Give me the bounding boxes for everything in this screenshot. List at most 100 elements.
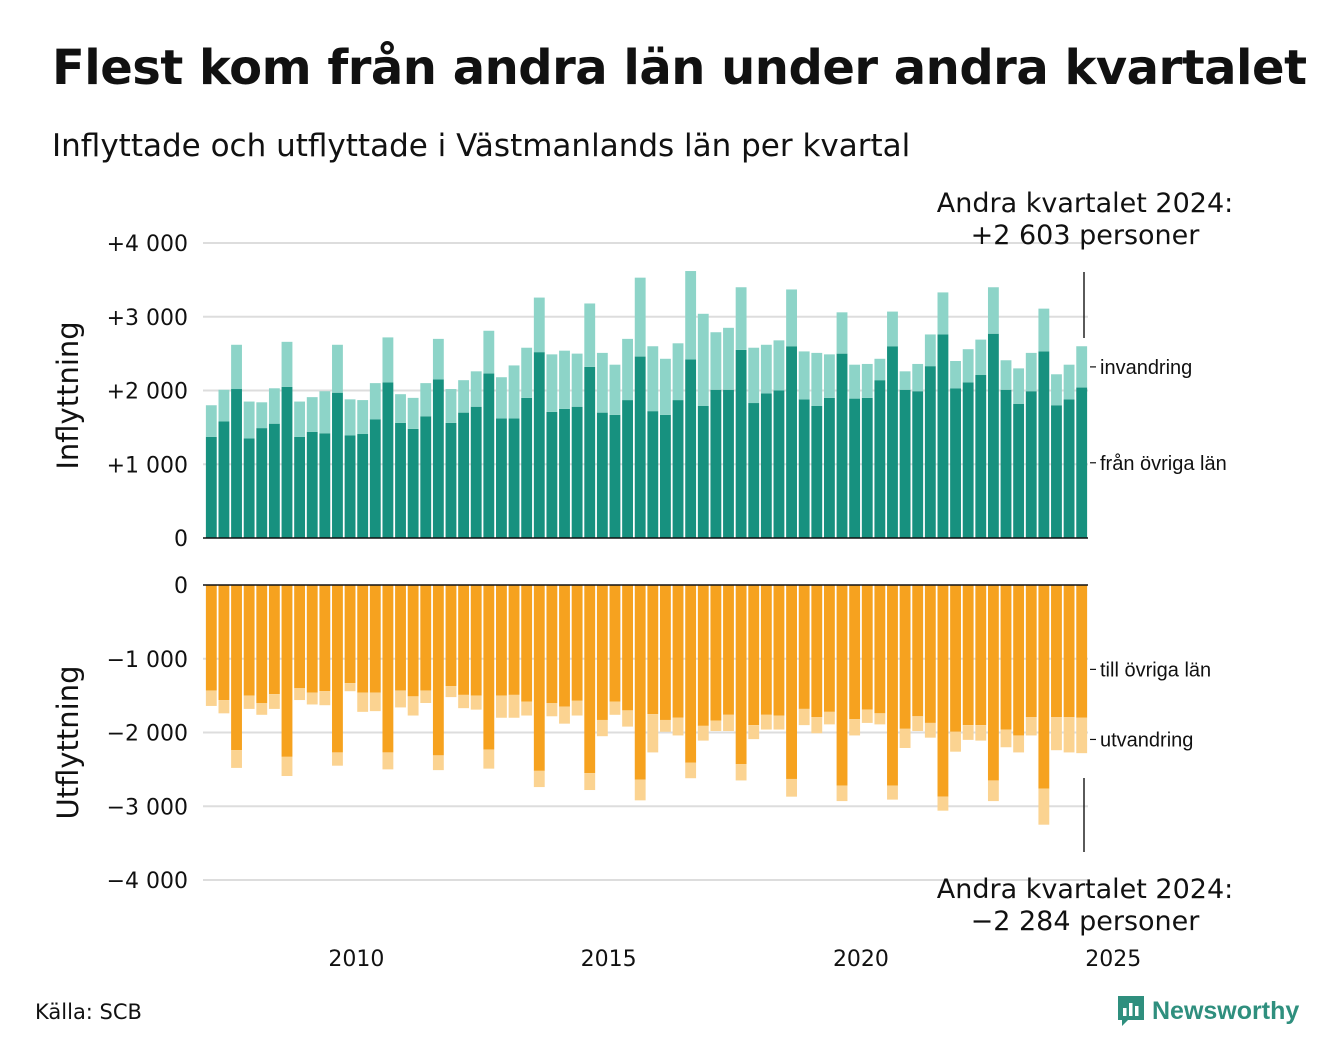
tick-labels: 0 +1 000 +2 000 +3 000 +4 000 Inflyttning 0 −1 …	[51, 232, 1141, 972]
bar-fran-ovriga-lan	[571, 406, 583, 538]
bar-utvandring	[369, 692, 381, 712]
bar-utvandring	[470, 695, 482, 710]
bar-invandring	[483, 330, 495, 374]
bar-fran-ovriga-lan	[1000, 389, 1012, 538]
bar-fran-ovriga-lan	[205, 436, 217, 538]
bar-fran-ovriga-lan	[962, 382, 974, 538]
bar-fran-ovriga-lan	[546, 411, 558, 538]
bar-utvandring	[672, 717, 684, 736]
bar-invandring	[811, 352, 823, 406]
bar-till-ovriga-lan	[319, 585, 331, 692]
bar-utvandring	[811, 717, 823, 734]
bar-invandring	[533, 297, 545, 353]
bar-utvandring	[659, 719, 671, 732]
bar-invandring	[256, 402, 268, 429]
bar-fran-ovriga-lan	[798, 399, 810, 538]
bar-fran-ovriga-lan	[306, 431, 318, 538]
bar-utvandring	[899, 728, 911, 748]
bar-till-ovriga-lan	[962, 585, 974, 726]
bar-utvandring	[533, 770, 545, 788]
bar-till-ovriga-lan	[596, 585, 608, 720]
bars	[205, 271, 1088, 825]
bar-utvandring	[268, 694, 280, 709]
bar-fran-ovriga-lan	[823, 397, 835, 538]
bar-utvandring	[306, 692, 318, 705]
bar-fran-ovriga-lan	[811, 405, 823, 538]
bar-invandring	[420, 383, 432, 417]
bar-till-ovriga-lan	[546, 585, 558, 703]
bar-till-ovriga-lan	[1000, 585, 1012, 730]
bar-invandring	[659, 358, 671, 415]
bar-fran-ovriga-lan	[231, 389, 242, 538]
y-tick-label: +4 000	[107, 232, 188, 257]
bar-invandring	[710, 332, 722, 390]
bar-fran-ovriga-lan	[281, 386, 293, 538]
newsworthy-logo-text: Newsworthy	[1152, 996, 1300, 1025]
bar-till-ovriga-lan	[672, 585, 684, 718]
bar-invandring	[836, 312, 848, 354]
newsworthy-logo: Newsworthy	[1116, 994, 1299, 1028]
bar-invandring	[723, 327, 734, 390]
bar-utvandring	[937, 796, 949, 811]
bar-utvandring	[962, 725, 974, 740]
bar-invandring	[596, 352, 608, 413]
bar-invandring	[1051, 374, 1062, 406]
series-label: invandring	[1100, 357, 1192, 379]
bar-fran-ovriga-lan	[773, 390, 785, 538]
bar-fran-ovriga-lan	[294, 436, 306, 538]
bar-invandring	[243, 401, 255, 439]
bar-till-ovriga-lan	[899, 585, 911, 729]
bar-till-ovriga-lan	[924, 585, 936, 723]
bar-till-ovriga-lan	[407, 585, 419, 697]
bar-till-ovriga-lan	[508, 585, 520, 695]
annotation-top-line2: +2 603 personer	[970, 220, 1200, 251]
series-label: till övriga län	[1100, 659, 1211, 681]
bar-fran-ovriga-lan	[344, 435, 356, 538]
bar-fran-ovriga-lan	[1038, 351, 1050, 538]
bar-utvandring	[243, 695, 255, 709]
bar-utvandring	[256, 703, 268, 715]
bar-utvandring	[1063, 717, 1075, 753]
bar-till-ovriga-lan	[357, 585, 369, 693]
x-tick-label: 2015	[581, 947, 637, 972]
bar-fran-ovriga-lan	[1013, 403, 1025, 538]
bar-fran-ovriga-lan	[849, 398, 861, 538]
bar-invandring	[432, 338, 444, 380]
bar-invandring	[672, 343, 684, 401]
bar-fran-ovriga-lan	[1063, 399, 1075, 538]
bar-invandring	[306, 397, 318, 432]
bar-fran-ovriga-lan	[1051, 405, 1062, 538]
bar-till-ovriga-lan	[268, 585, 280, 695]
bar-invandring	[962, 349, 974, 383]
bar-till-ovriga-lan	[281, 585, 293, 757]
series-label: utvandring	[1100, 729, 1193, 751]
bar-till-ovriga-lan	[218, 585, 230, 701]
bar-invandring	[294, 401, 306, 437]
bar-fran-ovriga-lan	[609, 414, 621, 538]
bar-till-ovriga-lan	[571, 585, 583, 701]
bar-fran-ovriga-lan	[760, 393, 772, 538]
bar-fran-ovriga-lan	[268, 423, 280, 538]
y-tick-label: 0	[174, 574, 188, 599]
bar-fran-ovriga-lan	[1076, 387, 1088, 538]
bar-invandring	[622, 338, 634, 401]
bar-invandring	[647, 346, 659, 412]
bar-fran-ovriga-lan	[861, 397, 873, 538]
bar-invandring	[1076, 346, 1088, 388]
bar-fran-ovriga-lan	[836, 353, 848, 538]
bar-utvandring	[849, 719, 861, 736]
bar-invandring	[887, 311, 898, 347]
bar-invandring	[344, 399, 356, 436]
bar-utvandring	[685, 762, 697, 779]
bar-utvandring	[975, 725, 987, 741]
annotation-bottom-line1: Andra kvartalet 2024:	[936, 874, 1234, 905]
bar-invandring	[369, 383, 381, 420]
bar-till-ovriga-lan	[521, 585, 533, 702]
bar-fran-ovriga-lan	[659, 414, 671, 538]
bar-till-ovriga-lan	[647, 585, 659, 715]
bar-utvandring	[748, 725, 760, 740]
bar-fran-ovriga-lan	[874, 380, 886, 538]
bar-utvandring	[205, 690, 217, 706]
bar-fran-ovriga-lan	[420, 416, 432, 538]
bar-utvandring	[786, 778, 797, 797]
